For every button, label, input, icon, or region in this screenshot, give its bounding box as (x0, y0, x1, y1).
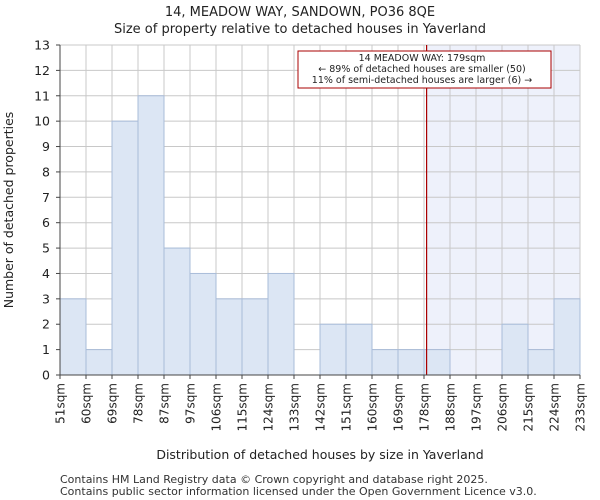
y-axis-label: Number of detached properties (1, 112, 16, 309)
x-tick-label-206sqm: 206sqm (496, 383, 510, 431)
y-tick-label-0: 0 (42, 368, 50, 383)
bar-60sqm (85, 349, 113, 376)
annotation-line-3: 11% of semi-detached houses are larger (… (312, 75, 532, 86)
y-tick-label-10: 10 (34, 114, 50, 129)
annotation-line-2: ← 89% of detached houses are smaller (50… (318, 64, 525, 75)
x-tick-label-224sqm: 224sqm (548, 383, 562, 431)
x-tick-label-51sqm: 51sqm (54, 383, 68, 424)
bar-215sqm (527, 349, 555, 376)
y-tick-label-5: 5 (42, 241, 50, 256)
y-tick-label-11: 11 (34, 88, 50, 103)
x-tick-label-151sqm: 151sqm (340, 383, 354, 431)
footer-licence: Contains public sector information licen… (60, 485, 537, 498)
y-tick-label-2: 2 (42, 317, 50, 332)
annotation-box: 14 MEADOW WAY: 179sqm ← 89% of detached … (297, 50, 552, 89)
bar-224sqm (553, 298, 581, 376)
x-tick-label-133sqm: 133sqm (288, 383, 302, 431)
y-tick-label-12: 12 (34, 63, 50, 78)
chart-title: 14, MEADOW WAY, SANDOWN, PO36 8QE (165, 5, 435, 20)
bar-124sqm (267, 272, 295, 376)
x-axis-label: Distribution of detached houses by size … (156, 447, 483, 462)
bar-169sqm (397, 349, 425, 376)
y-tick-label-13: 13 (34, 38, 50, 53)
x-tick-label-233sqm: 233sqm (574, 383, 588, 431)
x-tick-label-60sqm: 60sqm (80, 383, 94, 424)
bar-206sqm (501, 323, 529, 376)
y-tick-label-6: 6 (42, 215, 50, 230)
x-tick-label-78sqm: 78sqm (132, 383, 146, 424)
bar-160sqm (371, 349, 399, 376)
bar-115sqm (241, 298, 269, 376)
bar-178sqm (423, 349, 451, 376)
x-tick-label-124sqm: 124sqm (262, 383, 276, 431)
annotation-line-1: 14 MEADOW WAY: 179sqm (359, 53, 486, 64)
x-tick-label-169sqm: 169sqm (392, 383, 406, 431)
y-tick-label-8: 8 (42, 164, 50, 179)
x-tick-label-188sqm: 188sqm (444, 383, 458, 431)
bar-78sqm (137, 95, 165, 376)
bar-layer (59, 95, 581, 376)
bar-97sqm (189, 272, 217, 376)
y-tick-label-7: 7 (42, 190, 50, 205)
x-tick-label-215sqm: 215sqm (522, 383, 536, 431)
bar-151sqm (345, 323, 373, 376)
x-tick-label-142sqm: 142sqm (314, 383, 328, 431)
footer-copyright: Contains HM Land Registry data © Crown c… (60, 473, 488, 486)
x-tick-label-97sqm: 97sqm (184, 383, 198, 424)
x-tick-label-197sqm: 197sqm (470, 383, 484, 431)
x-tick-label-115sqm: 115sqm (236, 383, 250, 431)
y-tick-label-3: 3 (42, 291, 50, 306)
bar-142sqm (319, 323, 347, 376)
y-tick-label-9: 9 (42, 139, 50, 154)
annotation-rect (297, 50, 552, 89)
x-tick-label-160sqm: 160sqm (366, 383, 380, 431)
bar-69sqm (111, 120, 139, 376)
bar-87sqm (163, 247, 191, 376)
x-tick-label-178sqm: 178sqm (418, 383, 432, 431)
x-tick-label-87sqm: 87sqm (158, 383, 172, 424)
y-tick-label-1: 1 (42, 342, 50, 357)
chart-subtitle: Size of property relative to detached ho… (114, 22, 486, 37)
bar-51sqm (59, 298, 87, 376)
bar-106sqm (215, 298, 243, 376)
x-tick-label-106sqm: 106sqm (210, 383, 224, 431)
x-tick-label-69sqm: 69sqm (106, 383, 120, 424)
y-tick-label-4: 4 (42, 266, 50, 281)
